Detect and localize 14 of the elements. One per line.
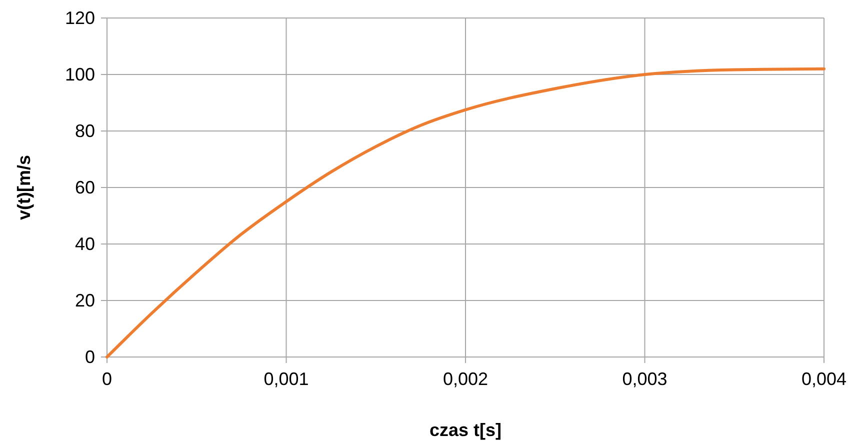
x-tick-label: 0,002 [442, 369, 488, 389]
y-axis-title: v(t)[m/s [14, 154, 34, 220]
y-tick-label: 0 [84, 347, 95, 367]
x-tick-label: 0,003 [622, 369, 668, 389]
y-tick-label: 20 [74, 290, 95, 310]
y-tick-label: 40 [74, 234, 95, 254]
x-tick-label: 0 [102, 369, 112, 389]
y-tick-label: 80 [74, 121, 95, 141]
y-tick-label: 100 [64, 64, 95, 84]
y-tick-label: 60 [74, 178, 95, 198]
x-axis-title: czas t[s] [429, 420, 502, 440]
y-tick-label: 120 [64, 8, 95, 28]
x-tick-label: 0,001 [264, 369, 309, 389]
x-tick-label: 0,004 [801, 369, 847, 389]
